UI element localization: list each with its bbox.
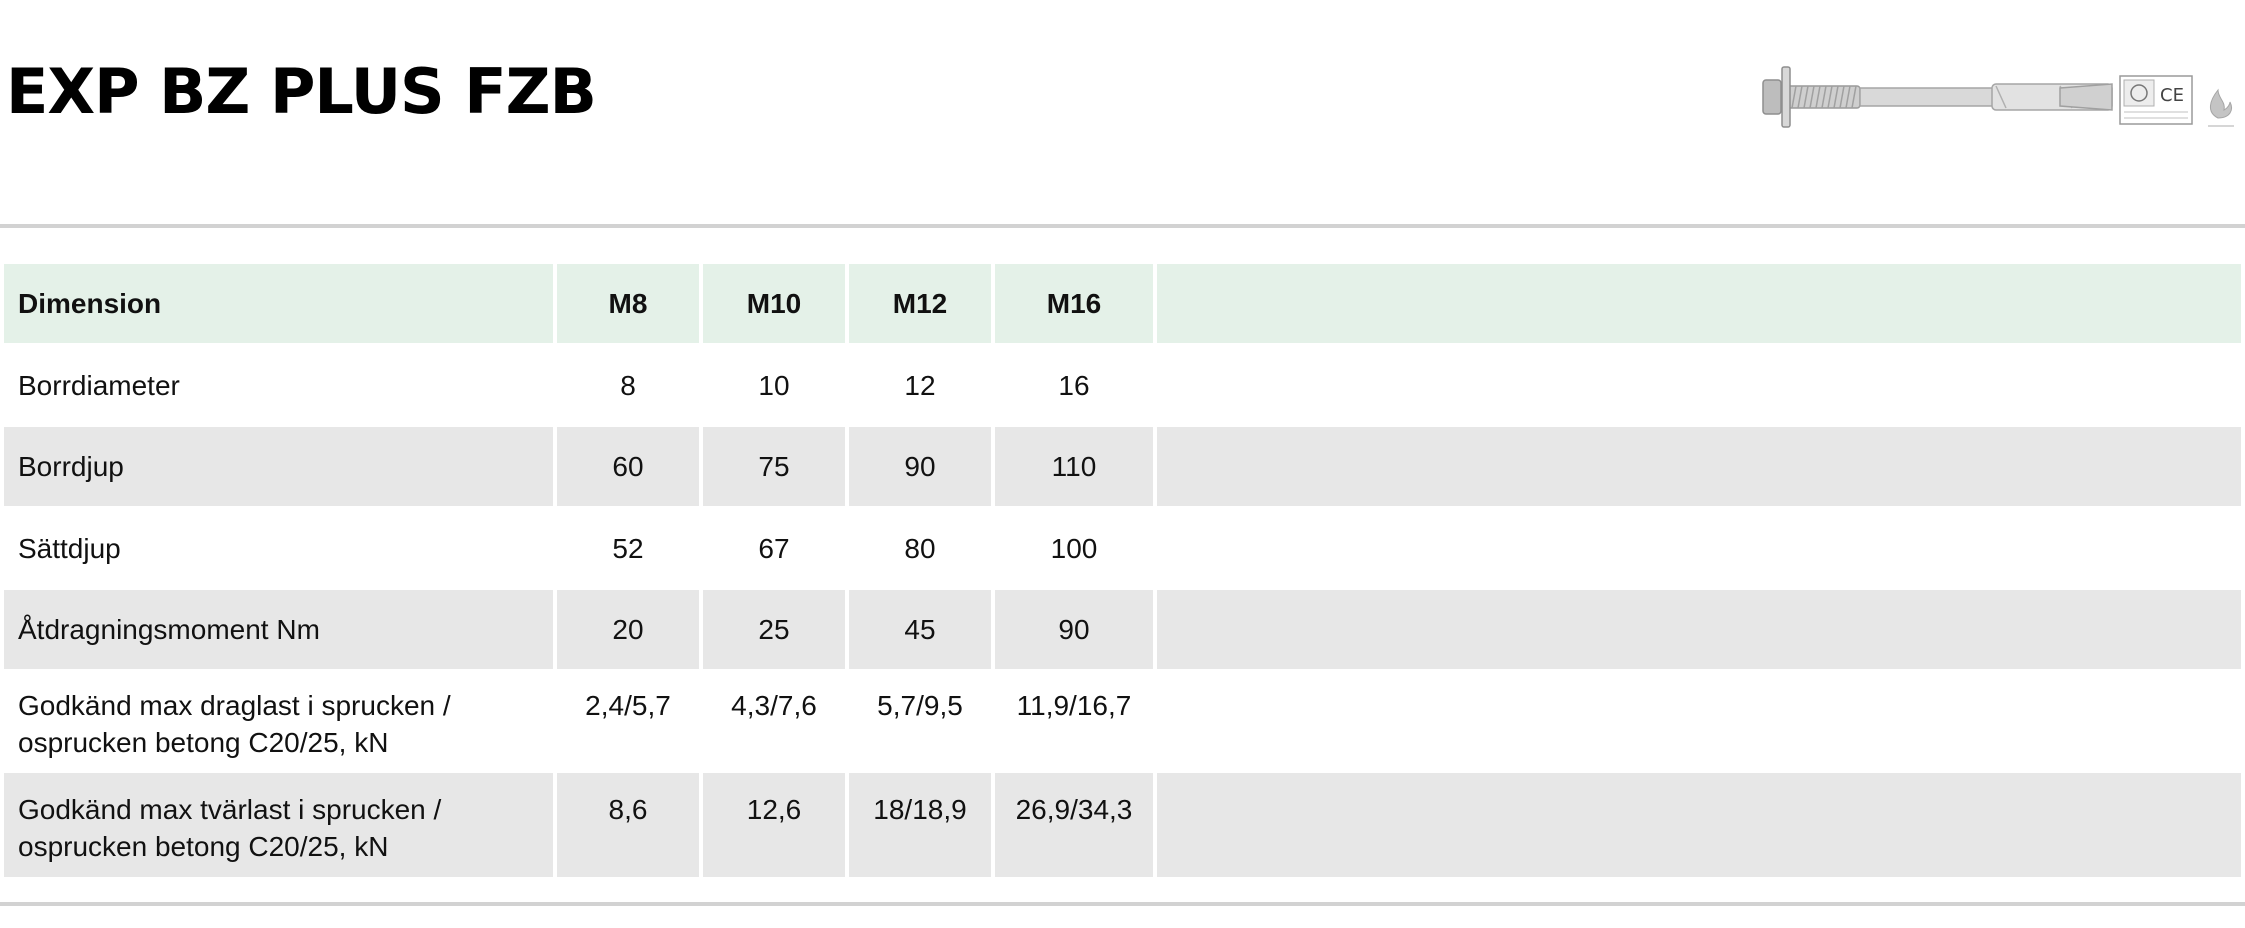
row-label: Åtdragningsmoment Nm [4,590,553,669]
cell-value: 25 [703,590,845,669]
cell-value: 4,3/7,6 [703,669,845,773]
table-row: Godkänd max draglast i sprucken / ospruc… [4,669,2241,773]
table-row: Godkänd max tvärlast i sprucken / ospruc… [4,773,2241,877]
cell-value: 75 [703,427,845,506]
row-label-line: Godkänd max tvärlast i sprucken / [18,794,442,825]
anchor-bolt-image [1762,66,2113,128]
cell-value: 11,9/16,7 [995,669,1153,773]
cell-value: 5,7/9,5 [849,669,991,773]
column-header: M16 [995,264,1153,343]
cell-value: 2,4/5,7 [557,669,699,773]
row-label-line: osprucken betong C20/25, kN [18,831,389,862]
product-image-group: CE [1762,66,2234,128]
column-header: M8 [557,264,699,343]
cell-value: 45 [849,590,991,669]
cell-value: 26,9/34,3 [995,773,1153,877]
spec-table: Dimension M8 M10 M12 M16 Borrdiameter 8 … [0,264,2245,877]
filler-cell [1157,773,2241,877]
table-row: Sättdjup 52 67 80 100 [4,506,2241,590]
filler-cell [1157,590,2241,669]
table-row: Borrdjup 60 75 90 110 [4,427,2241,506]
cell-value: 90 [849,427,991,506]
filler-cell [1157,343,2241,427]
cell-value: 110 [995,427,1153,506]
svg-text:CE: CE [2160,85,2184,106]
cell-value: 67 [703,506,845,590]
table-header-row: Dimension M8 M10 M12 M16 [4,264,2241,343]
row-label-line: osprucken betong C20/25, kN [18,727,389,758]
column-header: M12 [849,264,991,343]
top-divider [0,224,2245,228]
row-label: Godkänd max tvärlast i sprucken / ospruc… [4,773,553,877]
cell-value: 100 [995,506,1153,590]
bottom-divider [0,902,2245,906]
cell-value: 12,6 [703,773,845,877]
cell-value: 12 [849,343,991,427]
filler-cell [1157,506,2241,590]
cell-value: 10 [703,343,845,427]
filler-cell [1157,264,2241,343]
page-title: EXP BZ PLUS FZB [6,55,597,128]
ce-mark-icon: CE [2119,75,2193,125]
cell-value: 80 [849,506,991,590]
cell-value: 16 [995,343,1153,427]
cell-value: 18/18,9 [849,773,991,877]
row-label: Sättdjup [4,506,553,590]
table-row: Borrdiameter 8 10 12 16 [4,343,2241,427]
row-label: Borrdjup [4,427,553,506]
row-label-line: Godkänd max draglast i sprucken / [18,690,451,721]
row-label: Borrdiameter [4,343,553,427]
table-row: Åtdragningsmoment Nm 20 25 45 90 [4,590,2241,669]
cell-value: 60 [557,427,699,506]
cell-value: 52 [557,506,699,590]
dimension-header: Dimension [4,264,553,343]
filler-cell [1157,427,2241,506]
column-header: M10 [703,264,845,343]
cell-value: 8,6 [557,773,699,877]
row-label: Godkänd max draglast i sprucken / ospruc… [4,669,553,773]
cell-value: 90 [995,590,1153,669]
fire-rating-icon [2208,88,2234,127]
cell-value: 20 [557,590,699,669]
filler-cell [1157,669,2241,773]
cell-value: 8 [557,343,699,427]
